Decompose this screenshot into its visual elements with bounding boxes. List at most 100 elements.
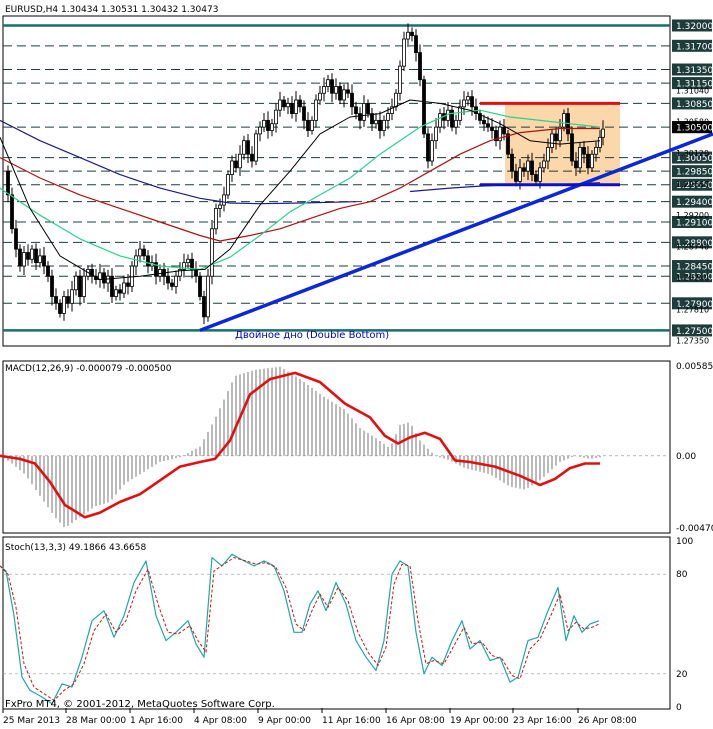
candle-body (526, 160, 530, 172)
candle-body (506, 133, 510, 155)
price-scale-tick: 1.28740 (676, 242, 709, 251)
candle-body (138, 248, 142, 257)
candle-body (170, 282, 174, 287)
candle-body (302, 106, 306, 121)
candle-body (578, 147, 582, 169)
candle-body (486, 123, 490, 128)
candle-body (438, 113, 442, 128)
candle-body (206, 275, 210, 318)
candle-body (190, 258, 194, 270)
candle-body (146, 255, 150, 267)
candle-body (366, 103, 370, 114)
candle-body (374, 119, 378, 125)
candle-body (462, 99, 466, 108)
candle-body (342, 89, 346, 101)
moving-average-red (0, 127, 600, 242)
price-label: 1.29400 (676, 198, 713, 208)
price-label: 1.28300 (676, 273, 713, 283)
candle-body (158, 269, 162, 277)
candle-body (210, 228, 214, 277)
price-scale-tick: 1.30120 (676, 149, 709, 158)
price-label-box (672, 39, 712, 52)
time-label: 4 Apr 08:00 (194, 716, 247, 726)
candle-body (30, 248, 34, 260)
candle-body (482, 119, 486, 125)
price-scale-tick: 1.27350 (676, 337, 709, 346)
price-scale-tick: 1.31040 (676, 87, 709, 96)
candle-body (66, 296, 70, 304)
candle-body (298, 99, 302, 108)
price-label: 1.28450 (676, 263, 713, 273)
price-scale-tick: 1.28280 (676, 274, 709, 283)
candle-body (390, 106, 394, 114)
stoch-scale-label: 20 (676, 670, 688, 680)
candle-body (78, 275, 82, 297)
candle-body (598, 136, 602, 148)
candle-body (554, 133, 558, 142)
candle-body (246, 140, 250, 155)
candle-body (142, 248, 146, 257)
candle-body (458, 106, 462, 121)
candle-body (294, 99, 298, 114)
candle-body (334, 86, 338, 94)
stoch-scale-label: 100 (676, 537, 693, 547)
time-label: 23 Apr 16:00 (513, 716, 572, 726)
price-scale-tick: 1.29660 (676, 180, 709, 189)
price-scale-tick: 1.27810 (676, 305, 709, 314)
candle-body (422, 79, 426, 135)
candle-body (62, 296, 66, 314)
price-label: 1.29850 (676, 168, 713, 178)
candle-body (326, 79, 330, 87)
time-label: 11 Apr 16:00 (322, 716, 381, 726)
candle-body (290, 103, 294, 114)
candle-body (414, 35, 418, 53)
candle-body (530, 160, 534, 175)
candle-body (90, 269, 94, 277)
candle-body (570, 133, 574, 162)
candle-body (34, 248, 38, 264)
price-label: 1.27500 (676, 327, 713, 337)
macd-scale-label: 0.005853 (676, 362, 713, 372)
candle-body (226, 174, 230, 196)
candle-body (470, 96, 474, 108)
candle-body (202, 296, 206, 318)
candle-body (110, 275, 114, 297)
candle-body (134, 255, 138, 267)
candle-body (266, 119, 270, 131)
stoch-scale-label: 0 (676, 703, 682, 713)
candle-body (394, 92, 398, 108)
candle-body (430, 140, 434, 162)
candle-body (166, 275, 170, 284)
price-label-box (672, 165, 712, 178)
double-bottom-annotation: Двойное дно (Double Bottom) (235, 330, 389, 341)
candle-body (18, 248, 22, 267)
price-label-box (672, 324, 712, 337)
candle-body (558, 126, 562, 142)
candle-body (74, 275, 78, 291)
candle-body (22, 252, 26, 267)
candle-body (278, 99, 282, 111)
current-price-label: 1.30500 (676, 124, 713, 134)
candle-body (538, 167, 542, 182)
price-label-box (672, 270, 712, 283)
current-price-box (672, 121, 712, 134)
price-scale-tick: 1.29200 (676, 211, 709, 220)
candle-body (330, 79, 334, 94)
candle-body (282, 99, 286, 108)
candle-body (402, 38, 406, 67)
candle-body (450, 109, 454, 128)
candle-body (542, 160, 546, 169)
candle-body (130, 265, 134, 287)
candle-body (550, 133, 554, 148)
candle-body (258, 126, 262, 135)
candle-body (454, 119, 458, 128)
price-label-box (672, 63, 712, 76)
candle-body (106, 275, 110, 284)
price-label-box (672, 178, 712, 191)
candle-body (466, 96, 470, 101)
candle-body (186, 258, 190, 264)
candle-body (82, 275, 86, 297)
candle-body (254, 133, 258, 162)
candle-body (498, 126, 502, 142)
